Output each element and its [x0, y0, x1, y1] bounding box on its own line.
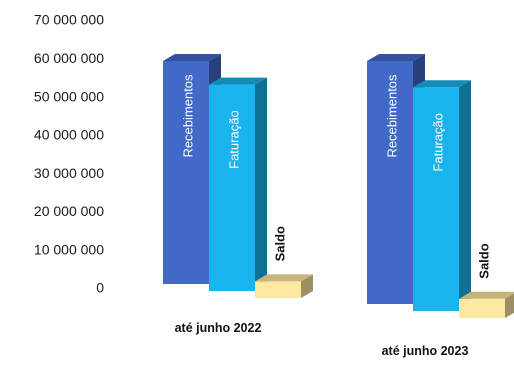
category-label: até junho 2023	[382, 344, 469, 358]
bar-faturação: Faturação	[413, 80, 471, 312]
bar-saldo: Saldo	[459, 243, 514, 318]
y-tick-label: 0	[96, 280, 104, 296]
bar-label: Saldo	[272, 226, 287, 261]
bar-group: Recebimentos Faturação Saldo	[367, 54, 514, 318]
bar-label: Faturação	[226, 110, 241, 169]
y-tick-label: 60 000 000	[34, 50, 104, 66]
category-label: até junho 2022	[175, 321, 262, 335]
y-tick-label: 40 000 000	[34, 127, 104, 143]
y-tick-label: 70 000 000	[34, 12, 104, 28]
y-tick-label: 50 000 000	[34, 88, 104, 104]
y-axis-tick-labels: 0 10 000 000 20 000 000 30 000 000 40 000 00…	[34, 12, 104, 296]
bar-saldo: Saldo	[255, 226, 313, 298]
bar-label: Saldo	[476, 243, 491, 278]
y-tick-label: 20 000 000	[34, 203, 104, 219]
bar-label: Recebimentos	[180, 74, 195, 158]
y-tick-label: 10 000 000	[34, 241, 104, 257]
bar-faturação: Faturação	[209, 77, 267, 291]
y-tick-label: 30 000 000	[34, 165, 104, 181]
bar-label: Recebimentos	[384, 74, 399, 158]
category-labels: até junho 2022 até junho 2023	[175, 321, 469, 358]
bar-groups: Recebimentos Faturação Saldo Recebimentos Fa…	[163, 53, 514, 318]
bar-label: Faturação	[430, 113, 445, 172]
bar-group: Recebimentos Faturação Saldo	[163, 53, 313, 298]
